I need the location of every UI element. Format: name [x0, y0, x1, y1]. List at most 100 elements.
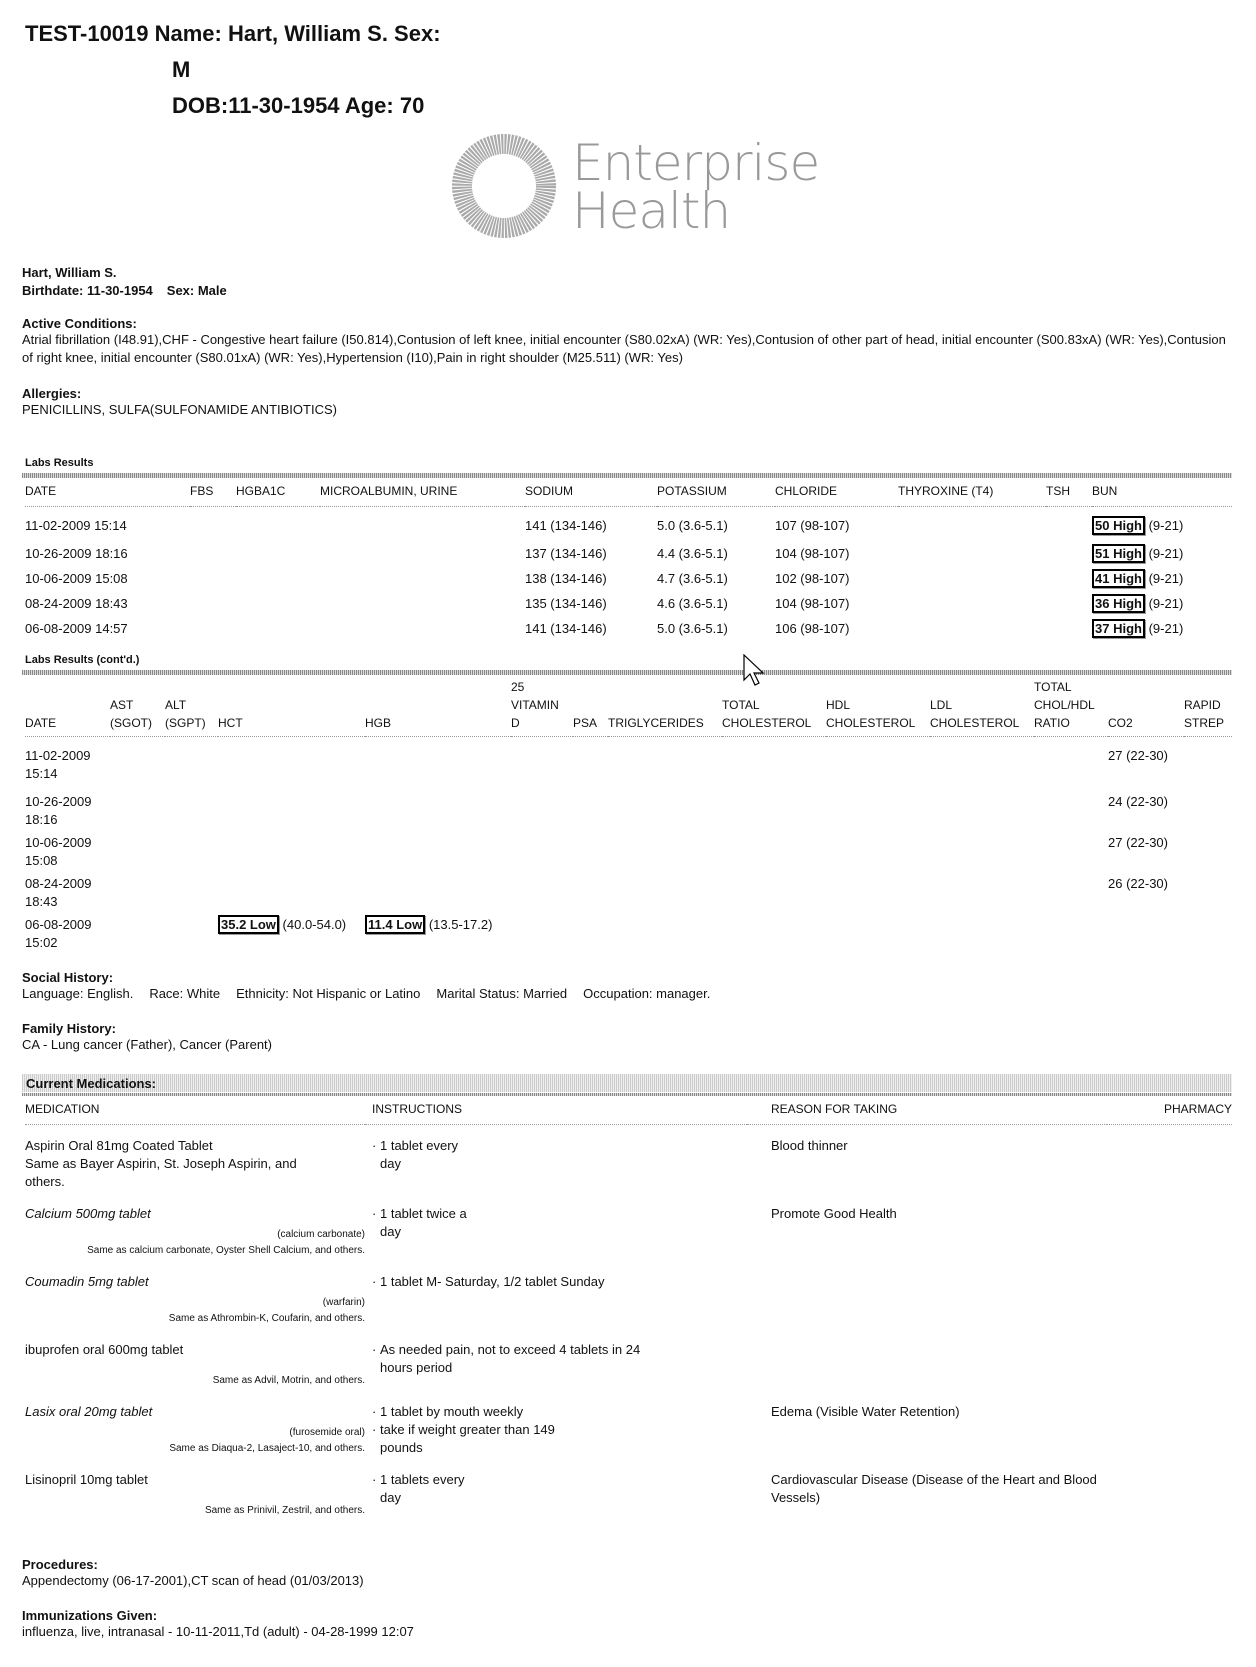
- table-cell: 08-24-2009 18:43: [25, 876, 92, 909]
- table-cell: [826, 834, 930, 875]
- column-header: HGB: [365, 716, 392, 730]
- header-line-2: M: [172, 57, 191, 82]
- family-history-section: Family History: CA - Lung cancer (Father…: [22, 1021, 272, 1054]
- labs-header-row: DATE FBS HGBA1C MICROALBUMIN, URINE SODIUM PO…: [25, 482, 1232, 507]
- table-cell: [722, 916, 826, 957]
- instruction-item: · 1 tablet twice a day: [372, 1205, 747, 1241]
- table-cell: [365, 737, 511, 794]
- table-cell: [1034, 916, 1108, 957]
- table-cell: [236, 545, 320, 570]
- table-cell: [365, 793, 511, 834]
- table-cell: [511, 875, 573, 916]
- same-as-text: Same as Advil, Motrin, and others.: [212, 1375, 365, 1386]
- bullet-icon: ·: [372, 1404, 377, 1419]
- active-conditions-label: Active Conditions:: [22, 316, 137, 331]
- pharmacy-cell: [1107, 1269, 1232, 1337]
- instructions-cell: · 1 tablets every day: [365, 1467, 747, 1529]
- medication-name: Lasix oral 20mg tablet: [25, 1404, 153, 1419]
- social-history-item: Ethnicity: Not Hispanic or Latino: [236, 986, 421, 1001]
- table-cell: [365, 834, 511, 875]
- table-row: 10-26-2009 18:16 24 (22-30): [25, 793, 1232, 834]
- table-cell: 27 (22-30): [1108, 748, 1168, 763]
- table-cell: 138 (134-146): [525, 571, 607, 586]
- table-cell: 27 (22-30): [1108, 835, 1168, 850]
- table-cell: [608, 916, 722, 957]
- table-cell: 36 High (9-21): [1092, 594, 1232, 620]
- table-cell: [511, 916, 573, 957]
- social-history-section: Social History: Language: English. Race: …: [22, 970, 726, 1003]
- table-cell: [573, 916, 608, 957]
- instruction-item: · 1 tablet M- Saturday, 1/2 tablet Sunday: [372, 1273, 747, 1291]
- medications-divider: [22, 1093, 1232, 1096]
- table-cell: 11-02-2009 15:14: [25, 748, 91, 781]
- table-cell: [930, 834, 1034, 875]
- medication-name: Calcium 500mg tablet: [25, 1206, 151, 1221]
- reason-cell: [747, 1337, 1107, 1399]
- column-header: AST (SGOT): [110, 698, 152, 730]
- procedures-text: Appendectomy (06-17-2001),CT scan of hea…: [22, 1573, 364, 1588]
- medication-name: Lisinopril 10mg tablet: [25, 1472, 148, 1487]
- logo-text-2: Health: [572, 182, 731, 240]
- column-header: HGBA1C: [236, 484, 286, 498]
- column-header: BUN: [1092, 484, 1118, 498]
- pharmacy-cell: [1107, 1399, 1232, 1467]
- table-cell: 104 (98-107): [775, 546, 850, 561]
- table-cell: [218, 737, 365, 794]
- column-header: THYROXINE (T4): [898, 484, 994, 498]
- table-cell: [110, 834, 165, 875]
- table-cell: 107 (98-107): [775, 518, 850, 533]
- column-header: CHLORIDE: [775, 484, 838, 498]
- table-cell: 37 High (9-21): [1092, 619, 1232, 645]
- column-header: 25 VITAMIN D: [511, 680, 559, 730]
- procedures-label: Procedures:: [22, 1557, 98, 1572]
- table-cell: [608, 834, 722, 875]
- table-row: 11-02-2009 15:14 141 (134-146) 5.0 (3.6-5.…: [25, 507, 1232, 546]
- table-cell: [110, 793, 165, 834]
- table-cell: [722, 875, 826, 916]
- social-history-item: Marital Status: Married: [436, 986, 568, 1001]
- table-cell: [573, 875, 608, 916]
- table-cell: 50 High (9-21): [1092, 507, 1232, 546]
- table-cell: [1184, 737, 1232, 794]
- instruction-item: · As needed pain, not to exceed 4 tablets…: [372, 1341, 747, 1377]
- table-cell: 10-26-2009 18:16: [25, 546, 128, 561]
- column-header: PSA: [573, 716, 598, 730]
- table-cell: [320, 620, 525, 645]
- table-cell: [511, 793, 573, 834]
- social-history-item: Race: White: [149, 986, 221, 1001]
- table-cell: [722, 793, 826, 834]
- same-as-text: Same as Prinivil, Zestril, and others.: [204, 1505, 365, 1516]
- immunizations-text: influenza, live, intranasal - 10-11-2011…: [22, 1624, 414, 1639]
- table-row: 10-26-2009 18:16 137 (134-146) 4.4 (3.6-5.…: [25, 544, 1232, 570]
- table-cell: [1034, 737, 1108, 794]
- column-header: CO2: [1108, 716, 1133, 730]
- flag-value: 35.2 Low: [218, 915, 279, 934]
- patient-birthdate: Birthdate: 11-30-1954: [22, 283, 153, 298]
- table-cell: [722, 737, 826, 794]
- table-cell: [1184, 916, 1232, 957]
- table-cell: 4.4 (3.6-5.1): [657, 546, 728, 561]
- patient-info: Hart, William S. Birthdate: 11-30-1954 Se…: [22, 264, 227, 300]
- pharmacy-cell: [1107, 1467, 1232, 1529]
- header-line-3: DOB:11-30-1954 Age: 70: [172, 93, 425, 118]
- medication-cell: Coumadin 5mg tablet (warfarin) Same as Ath…: [25, 1269, 365, 1337]
- bullet-icon: ·: [372, 1342, 377, 1357]
- column-header: TSH: [1046, 484, 1070, 498]
- col-reason: REASON FOR TAKING: [771, 1102, 898, 1116]
- labs-contd-divider: [22, 670, 1232, 675]
- instructions-cell: · As needed pain, not to exceed 4 tablets…: [365, 1337, 747, 1399]
- instruction-text: take if weight greater than 149 pounds: [380, 1422, 555, 1455]
- table-cell: 10-06-2009 15:08: [25, 835, 92, 868]
- table-cell: [236, 595, 320, 620]
- table-cell: 11.4 Low (13.5-17.2): [365, 915, 511, 957]
- bullet-icon: ·: [372, 1206, 377, 1221]
- table-cell: [898, 507, 1046, 546]
- table-cell: [320, 507, 525, 546]
- table-cell: [898, 570, 1046, 595]
- table-cell: [1046, 507, 1092, 546]
- instructions-cell: · 1 tablet by mouth weekly · take if weight…: [365, 1399, 747, 1467]
- instruction-text: 1 tablet every day: [380, 1138, 459, 1171]
- column-header: TOTAL CHOL/HDL RATIO: [1034, 680, 1095, 730]
- column-header: POTASSIUM: [657, 484, 727, 498]
- pharmacy-cell: [1107, 1337, 1232, 1399]
